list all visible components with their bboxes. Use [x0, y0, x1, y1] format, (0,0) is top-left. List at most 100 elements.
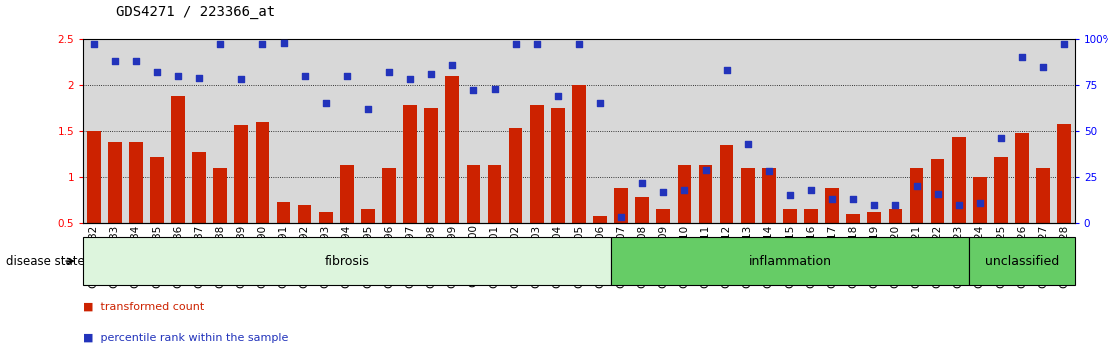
Bar — [678, 165, 691, 269]
Text: disease state: disease state — [6, 255, 84, 268]
Point — [85, 42, 103, 47]
Bar — [889, 209, 902, 269]
Bar — [256, 122, 269, 269]
Bar — [741, 168, 755, 269]
Point — [170, 73, 187, 79]
Point — [613, 215, 630, 220]
Bar — [509, 128, 523, 269]
Bar — [973, 177, 986, 269]
Bar — [952, 137, 965, 269]
Point — [401, 76, 419, 82]
Bar — [762, 168, 776, 269]
Point — [655, 189, 673, 195]
Bar — [445, 76, 459, 269]
Point — [760, 169, 778, 174]
Point — [380, 69, 398, 75]
Point — [254, 42, 271, 47]
Point — [548, 93, 566, 99]
Bar — [1015, 133, 1029, 269]
Bar — [720, 145, 733, 269]
Point — [443, 62, 461, 68]
Text: ■  transformed count: ■ transformed count — [83, 302, 204, 312]
Point — [106, 58, 124, 64]
Point — [592, 101, 609, 106]
Point — [1034, 64, 1051, 69]
Bar — [783, 209, 797, 269]
Bar — [868, 212, 881, 269]
Point — [823, 196, 841, 202]
Bar — [382, 168, 396, 269]
Point — [634, 180, 652, 185]
Bar — [910, 168, 923, 269]
Bar — [804, 209, 818, 269]
Bar — [150, 157, 164, 269]
Bar — [340, 165, 353, 269]
Point — [464, 88, 482, 93]
Bar — [593, 216, 607, 269]
Bar — [847, 214, 860, 269]
Point — [781, 193, 799, 198]
Point — [739, 141, 757, 147]
Point — [1013, 55, 1030, 60]
Bar — [86, 131, 101, 269]
Point — [992, 136, 1009, 141]
Bar — [277, 202, 290, 269]
Bar — [1036, 168, 1050, 269]
Point — [148, 69, 166, 75]
Point — [907, 183, 925, 189]
Point — [233, 76, 250, 82]
Point — [338, 73, 356, 79]
Point — [127, 58, 145, 64]
Bar — [172, 96, 185, 269]
Point — [844, 196, 862, 202]
Bar — [1057, 124, 1071, 269]
Bar — [699, 165, 712, 269]
Bar — [129, 142, 143, 269]
Point — [506, 42, 524, 47]
Bar — [931, 159, 944, 269]
Point — [275, 40, 293, 45]
Point — [802, 187, 820, 193]
Bar — [466, 165, 480, 269]
Bar — [298, 205, 311, 269]
Bar — [551, 108, 565, 269]
Point — [485, 86, 503, 91]
Point — [676, 187, 694, 193]
Bar — [403, 105, 417, 269]
Point — [971, 200, 988, 206]
Point — [212, 42, 229, 47]
Bar — [361, 209, 375, 269]
Bar — [614, 188, 628, 269]
Point — [865, 202, 883, 207]
Bar — [825, 188, 839, 269]
Bar — [107, 142, 122, 269]
Point — [317, 101, 335, 106]
Point — [296, 73, 314, 79]
Bar — [994, 157, 1008, 269]
Bar — [635, 197, 649, 269]
Bar — [656, 209, 670, 269]
Text: unclassified: unclassified — [985, 255, 1059, 268]
Point — [929, 191, 946, 196]
Point — [527, 42, 545, 47]
Bar — [530, 105, 544, 269]
Point — [422, 71, 440, 77]
Text: GDS4271 / 223366_at: GDS4271 / 223366_at — [116, 5, 276, 19]
Point — [950, 202, 967, 207]
Bar — [193, 152, 206, 269]
Point — [1055, 42, 1073, 47]
Point — [718, 67, 736, 73]
Text: inflammation: inflammation — [748, 255, 831, 268]
Text: ■  percentile rank within the sample: ■ percentile rank within the sample — [83, 333, 288, 343]
Point — [359, 106, 377, 112]
Point — [886, 202, 904, 207]
Bar — [214, 168, 227, 269]
Bar — [488, 165, 502, 269]
Text: fibrosis: fibrosis — [325, 255, 369, 268]
Bar — [319, 212, 332, 269]
Point — [191, 75, 208, 80]
Bar — [572, 85, 586, 269]
Point — [570, 42, 587, 47]
Point — [697, 167, 715, 172]
Bar — [235, 125, 248, 269]
